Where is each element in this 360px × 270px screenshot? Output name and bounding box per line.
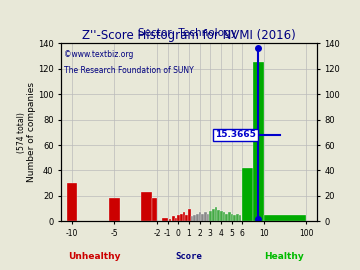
Bar xyxy=(212,209,215,221)
Y-axis label: Number of companies: Number of companies xyxy=(27,82,36,182)
Bar xyxy=(185,215,188,221)
Text: The Research Foundation of SUNY: The Research Foundation of SUNY xyxy=(64,66,194,75)
Bar xyxy=(217,210,220,221)
Bar xyxy=(233,215,236,221)
Bar xyxy=(196,214,199,221)
Bar xyxy=(193,215,196,221)
Bar xyxy=(220,211,222,221)
Bar xyxy=(264,215,306,221)
Text: Sector: Technology: Sector: Technology xyxy=(138,28,237,38)
Bar xyxy=(188,209,190,221)
Bar xyxy=(177,215,180,221)
Text: 15.3665: 15.3665 xyxy=(215,130,256,139)
Bar xyxy=(215,207,217,221)
Bar xyxy=(228,212,230,221)
Bar xyxy=(152,198,157,221)
Bar xyxy=(236,214,239,221)
Bar xyxy=(141,192,152,221)
Text: Healthy: Healthy xyxy=(264,252,303,261)
Bar xyxy=(67,183,77,221)
Bar xyxy=(180,214,183,221)
Bar xyxy=(204,212,207,221)
Bar xyxy=(190,216,193,221)
Text: Unhealthy: Unhealthy xyxy=(68,252,121,261)
Title: Z''-Score Histogram for NVMI (2016): Z''-Score Histogram for NVMI (2016) xyxy=(82,29,296,42)
Text: (574 total): (574 total) xyxy=(17,112,26,153)
Bar xyxy=(175,218,177,221)
Bar xyxy=(201,214,204,221)
Bar xyxy=(172,216,175,221)
Bar xyxy=(199,212,201,221)
Bar xyxy=(209,211,212,221)
Bar xyxy=(162,218,168,221)
Bar xyxy=(222,212,225,221)
Bar xyxy=(225,214,228,221)
Text: Score: Score xyxy=(176,252,202,261)
Bar xyxy=(183,212,185,221)
Bar xyxy=(253,62,264,221)
Bar xyxy=(239,215,241,221)
Bar xyxy=(242,168,253,221)
Bar xyxy=(207,214,209,221)
Bar xyxy=(109,198,120,221)
Bar xyxy=(230,214,233,221)
Text: ©www.textbiz.org: ©www.textbiz.org xyxy=(64,50,133,59)
Bar xyxy=(169,219,171,221)
